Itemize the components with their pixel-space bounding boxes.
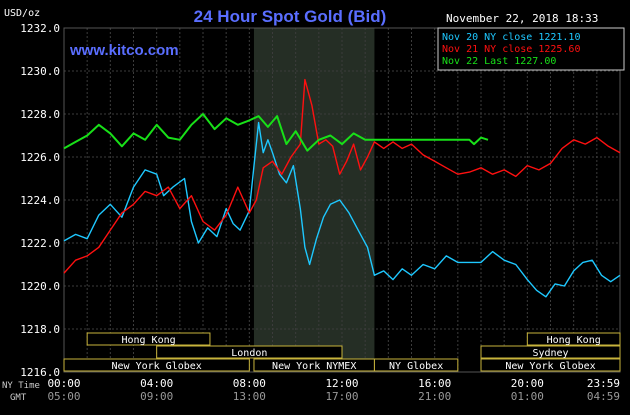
session-bar — [480, 358, 621, 372]
x-tick-label-gmt: 13:00 — [233, 390, 266, 403]
x-tick-label-gmt: 01:00 — [511, 390, 544, 403]
x-tick-label-ny: 12:00 — [325, 377, 358, 390]
x-axis-row-label-ny: NY Time — [2, 381, 40, 391]
y-tick-label: 1224.0 — [20, 194, 60, 207]
y-tick-label: 1230.0 — [20, 65, 60, 78]
legend-item-nov22: Nov 22 Last 1227.00 — [442, 56, 556, 67]
chart-title: 24 Hour Spot Gold (Bid) — [194, 7, 387, 26]
session-label: Hong Kong — [547, 335, 601, 346]
session-label: Sydney — [532, 348, 568, 359]
x-tick-label-gmt: 17:00 — [325, 390, 358, 403]
legend-item-nov20: Nov 20 NY close 1221.10 — [442, 32, 580, 43]
session-label: Hong Kong — [121, 335, 175, 346]
legend: Nov 20 NY close 1221.10 Nov 21 NY close … — [437, 27, 625, 71]
session-bars: Hong Kong Hong Kong London Sydney New York G… — [63, 332, 621, 372]
series-line-1 — [63, 121, 621, 298]
legend-item-nov21: Nov 21 NY close 1225.60 — [442, 44, 580, 55]
session-bar — [156, 345, 343, 359]
timestamp-label: November 22, 2018 18:33 — [446, 12, 598, 25]
x-tick-label-ny: 00:00 — [47, 377, 80, 390]
session-bar — [526, 332, 621, 346]
session-bar — [373, 358, 459, 372]
x-tick-label-gmt: 21:00 — [418, 390, 451, 403]
x-tick-label-ny: 23:59 — [587, 377, 620, 390]
session-label: New York Globex — [112, 361, 202, 372]
session-label: New York NYMEX — [272, 361, 356, 372]
y-tick-label: 1220.0 — [20, 280, 60, 293]
session-label: New York Globex — [505, 361, 595, 372]
watermark-text: www.kitco.com — [69, 42, 179, 59]
y-tick-label: 1228.0 — [20, 108, 60, 121]
units-label: USD/oz — [4, 8, 40, 19]
session-label: London — [231, 348, 267, 359]
x-tick-label-ny: 20:00 — [511, 377, 544, 390]
session-label: NY Globex — [389, 361, 443, 372]
y-tick-label: 1218.0 — [20, 323, 60, 336]
session-bar — [63, 358, 250, 372]
legend-box — [437, 27, 625, 71]
series-line-2 — [63, 78, 621, 274]
y-tick-label: 1222.0 — [20, 237, 60, 250]
session-bar — [480, 345, 621, 359]
x-tick-label-gmt: 09:00 — [140, 390, 173, 403]
x-tick-label-ny: 04:00 — [140, 377, 173, 390]
plot-area — [63, 27, 621, 373]
x-tick-label-ny: 16:00 — [418, 377, 451, 390]
session-bar — [86, 332, 211, 346]
y-tick-label: 1216.0 — [20, 366, 60, 379]
axes: 1232.0 1230.0 1228.0 1226.0 1224.0 1222.0 1220… — [20, 22, 620, 403]
y-tick-label: 1226.0 — [20, 151, 60, 164]
y-tick-label: 1232.0 — [20, 22, 60, 35]
x-tick-label-gmt: 05:00 — [47, 390, 80, 403]
nymex-shade — [253, 28, 375, 372]
x-tick-label-ny: 08:00 — [233, 377, 266, 390]
plot-border — [63, 27, 621, 373]
x-tick-label-gmt: 04:59 — [587, 390, 620, 403]
series-line-3 — [63, 113, 489, 152]
x-axis-row-label-gmt: GMT — [10, 393, 27, 403]
